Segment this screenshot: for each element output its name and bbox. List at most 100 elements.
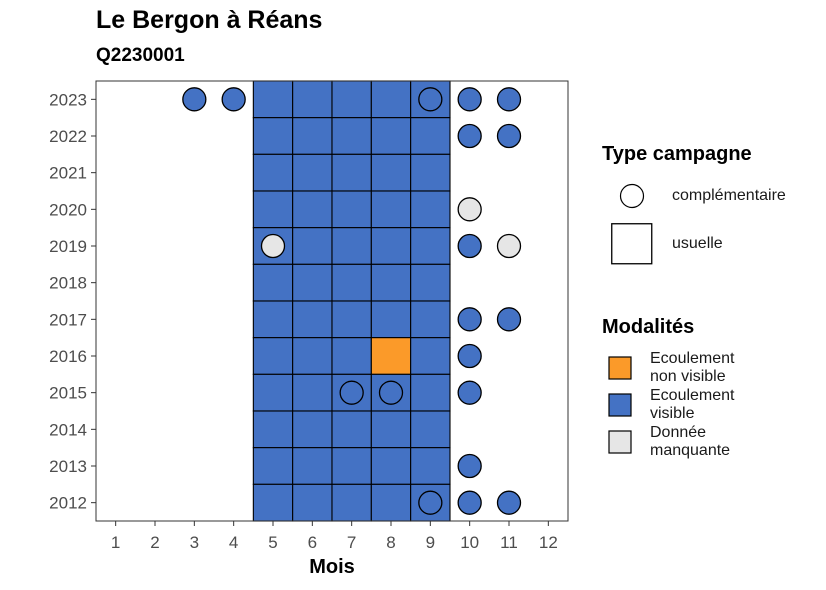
x-tick-label: 11 [500,533,518,552]
heatmap-cell [252,300,294,339]
heatmap-cell [331,227,372,265]
heatmap-cell [331,483,372,522]
heatmap-cell [292,117,333,155]
heatmap-cell [252,447,294,485]
complementary-point [457,307,482,332]
usual-campaign-cells [252,80,451,522]
heatmap-cell [331,153,372,192]
y-tick-label: 2018 [49,274,87,293]
complementary-point [496,87,522,112]
legend-label-line1: Ecoulement [650,386,735,404]
heatmap-cell [331,337,372,375]
complementary-point [457,233,482,259]
legend-modalites: Modalités Ecoulement non visible Ecoulem… [602,316,735,460]
heatmap-cell [410,263,451,302]
heatmap-cell [331,300,372,339]
chart-subtitle: Q2230001 [96,45,185,66]
heatmap-cell [370,483,412,522]
heatmap-cell [292,153,333,192]
heatmap-cell [252,373,294,412]
x-tick-label: 6 [308,533,317,552]
complementary-point [496,307,522,332]
complementary-point [457,343,482,369]
x-tick-label: 8 [386,533,395,552]
heatmap-cell [252,410,294,449]
complementary-point [496,490,522,515]
legend-item-complementaire: complémentaire [602,176,786,216]
heatmap-cell [252,153,294,192]
heatmap-cell [252,190,294,229]
heatmap-cell [292,80,333,119]
heatmap-cell [410,227,451,265]
legend-swatch-grey [608,429,632,454]
heatmap-cell [252,117,294,155]
x-axis-title: Mois [309,556,355,578]
y-tick-label: 2022 [49,127,87,146]
heatmap-cell [252,80,294,119]
heatmap-cell [370,117,412,155]
heatmap-cell [410,117,451,155]
heatmap-cell [292,373,333,412]
complementary-point [418,87,443,112]
complementary-point [457,87,482,112]
heatmap-cell [331,190,372,229]
x-tick-label: 7 [347,533,356,552]
plot-panel-border [95,80,569,522]
complementary-point [378,380,404,405]
y-tick-label: 2020 [49,200,87,219]
complementary-point [260,233,286,259]
heatmap-cell [331,117,372,155]
legend-item-ecoulement-visible: Ecoulement visible [602,386,735,423]
heatmap-cell [252,263,294,302]
x-tick-label: 12 [539,533,558,552]
legend-modalites-title: Modalités [602,316,695,338]
y-tick-label: 2023 [49,90,87,109]
heatmap-cell [331,410,372,449]
legend-circle-key [619,183,645,209]
heatmap-cell [292,447,333,485]
complementary-point [496,233,522,259]
x-tick-label: 1 [111,533,120,552]
x-tick-label: 9 [426,533,435,552]
complementary-point [457,453,482,479]
complementary-point [339,380,364,405]
heatmap-cell [292,190,333,229]
heatmap-cell [370,80,412,119]
legend-square-key [611,223,653,265]
heatmap-cell [410,300,451,339]
heatmap-cell [331,447,372,485]
legend-label-line2: manquante [650,441,731,459]
x-tick-label: 5 [268,533,277,552]
legend-campaign-type: Type campagne complémentaire usuelle [602,143,786,272]
heatmap-cell [292,337,333,375]
legend-label-line2: visible [650,404,695,422]
legend-item-donnee-manquante: Donnée manquante [602,423,735,460]
complementary-point [221,87,246,112]
legend-label-complementaire: complémentaire [672,187,786,204]
heatmap-cell [410,153,451,192]
y-tick-label: 2014 [49,420,87,439]
y-tick-label: 2016 [49,347,87,366]
legend-item-usuelle: usuelle [602,216,786,272]
x-tick-label: 2 [150,533,159,552]
heatmap-cell [410,373,451,412]
heatmap-cell [410,410,451,449]
legend-item-ecoulement-non-visible: Ecoulement non visible [602,349,735,386]
legend-type-title: Type campagne [602,143,752,165]
x-tick-label: 4 [229,533,238,552]
complementary-point [457,123,482,149]
heatmap-cell [410,337,451,375]
y-tick-label: 2013 [49,457,87,476]
heatmap-cell [410,447,451,485]
heatmap-cell [370,300,412,339]
y-tick-label: 2015 [49,384,87,403]
chart-title: Le Bergon à Réans [96,6,323,34]
y-axis: 2012 2013 2014 2015 2016 2017 2018 2019 2020 2021… [49,90,96,513]
heatmap-cell [370,227,412,265]
x-tick-label: 3 [190,533,199,552]
heatmap-cell [292,300,333,339]
heatmap-cell [292,263,333,302]
legend-swatch-orange [608,355,632,380]
complementary-point [457,380,482,405]
